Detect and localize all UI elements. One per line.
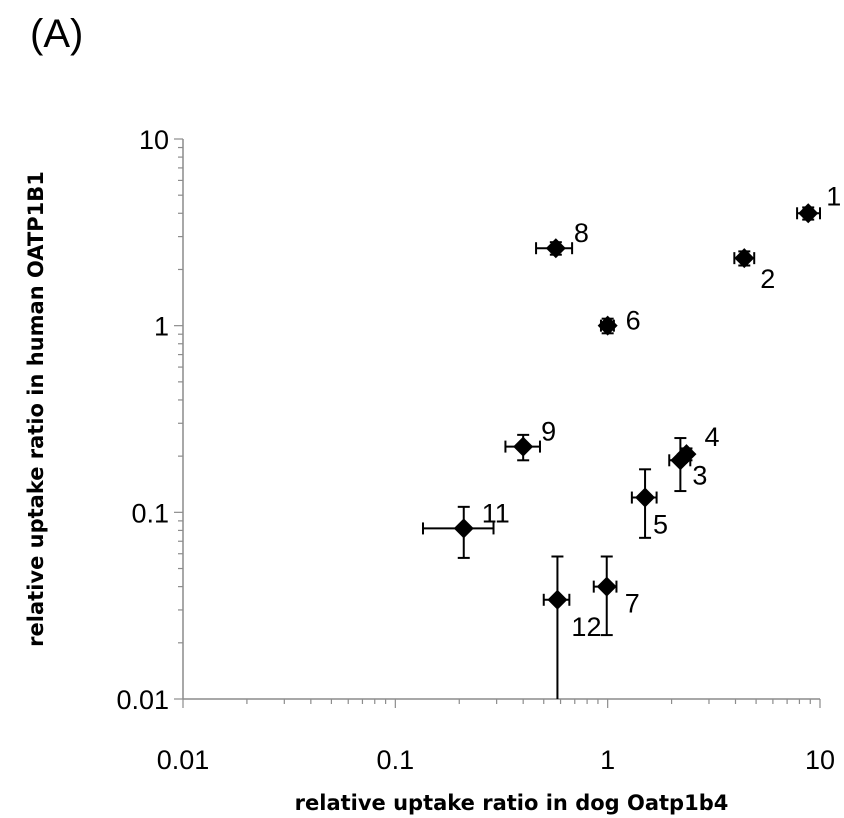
point-label-9: 9 — [541, 417, 556, 447]
point-label-6: 6 — [626, 306, 641, 336]
y-tick-label: 1 — [154, 312, 169, 342]
point-label-4: 4 — [704, 422, 719, 452]
data-point-8 — [545, 238, 566, 259]
x-tick-label: 0.1 — [377, 745, 415, 775]
y-axis-title: relative uptake ratio in human OATP1B1 — [24, 171, 48, 647]
data-point-1 — [798, 203, 819, 224]
axes — [182, 139, 820, 700]
data-point-6 — [597, 315, 618, 336]
panel-label: (A) — [30, 12, 84, 56]
data-point-5 — [635, 487, 656, 508]
point-label-7: 7 — [625, 589, 640, 619]
x-axis-title: relative uptake ratio in dog Oatp1b4 — [295, 791, 729, 815]
point-label-2: 2 — [760, 264, 775, 294]
data-point-7 — [596, 576, 617, 597]
x-tick-label: 1 — [600, 745, 615, 775]
y-tick-label: 0.1 — [131, 498, 169, 528]
point-label-5: 5 — [653, 510, 668, 540]
data-point-11 — [453, 518, 474, 539]
data-point-2 — [734, 248, 755, 269]
x-tick-label: 0.01 — [157, 745, 210, 775]
point-label-8: 8 — [574, 218, 589, 248]
y-tick-label: 0.01 — [116, 685, 169, 715]
data-points — [453, 203, 819, 610]
point-label-1: 1 — [826, 181, 841, 211]
data-point-9 — [513, 436, 534, 457]
y-tick-label: 10 — [139, 125, 169, 155]
ticks: 0.01 0.1 1 10 0.01 0.1 1 10 — [116, 125, 835, 775]
data-point-12 — [547, 589, 568, 610]
point-label-3: 3 — [692, 460, 707, 490]
data-point-4 — [676, 444, 697, 465]
x-tick-label: 10 — [805, 745, 835, 775]
point-label-11: 11 — [482, 498, 510, 528]
point-label-12: 12 — [571, 612, 601, 642]
